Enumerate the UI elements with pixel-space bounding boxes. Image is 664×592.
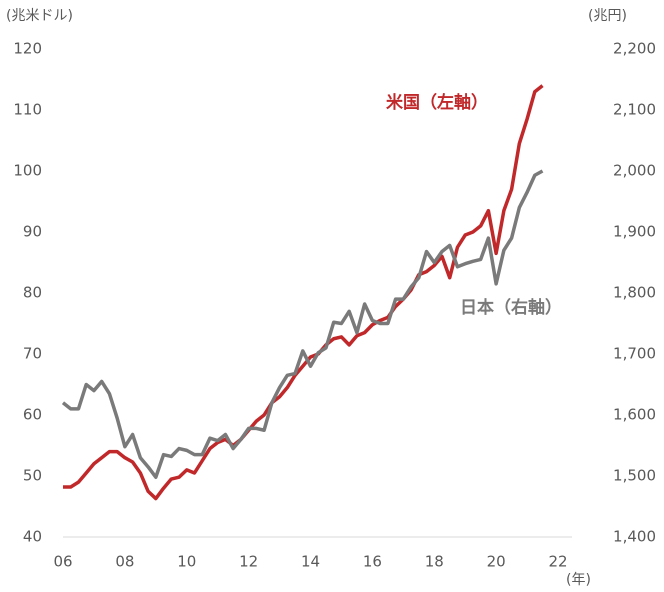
y2-tick-label: 2,100 — [613, 101, 656, 119]
y-tick-label: 110 — [13, 101, 42, 119]
y-tick-label: 50 — [23, 467, 42, 485]
y2-tick-label: 1,700 — [613, 345, 656, 363]
x-tick-label: 18 — [425, 553, 444, 571]
y2-tick-label: 1,400 — [613, 528, 656, 546]
y-tick-label: 70 — [23, 345, 42, 363]
x-tick-label: 14 — [301, 553, 320, 571]
y-tick-label: 80 — [23, 284, 42, 302]
x-tick-label: 12 — [239, 553, 258, 571]
y2-tick-label: 1,500 — [613, 467, 656, 485]
y-tick-label: 120 — [13, 40, 42, 58]
x-tick-label: 16 — [363, 553, 382, 571]
y2-tick-label: 1,800 — [613, 284, 656, 302]
y2-tick-label: 2,200 — [613, 40, 656, 58]
y-tick-label: 40 — [23, 528, 42, 546]
x-tick-label: 08 — [115, 553, 134, 571]
x-axis-label: (年) — [566, 572, 591, 588]
y2-tick-label: 1,600 — [613, 406, 656, 424]
x-tick-label: 22 — [548, 553, 567, 571]
y-tick-label: 60 — [23, 406, 42, 424]
japan-annotation: 日本（右軸） — [460, 297, 562, 318]
y2-tick-label: 2,000 — [613, 162, 656, 180]
x-tick-label: 06 — [53, 553, 72, 571]
series-line — [61, 169, 544, 479]
y2-axis-label: (兆円) — [588, 8, 627, 24]
y2-tick-label: 1,900 — [613, 223, 656, 241]
us-annotation: 米国（左軸） — [386, 92, 488, 113]
y-tick-label: 90 — [23, 223, 42, 241]
x-tick-label: 20 — [487, 553, 506, 571]
y-axis-label: (兆米ドル) — [6, 8, 73, 24]
y-tick-label: 100 — [13, 162, 42, 180]
series-line — [63, 84, 544, 501]
x-tick-label: 10 — [177, 553, 196, 571]
